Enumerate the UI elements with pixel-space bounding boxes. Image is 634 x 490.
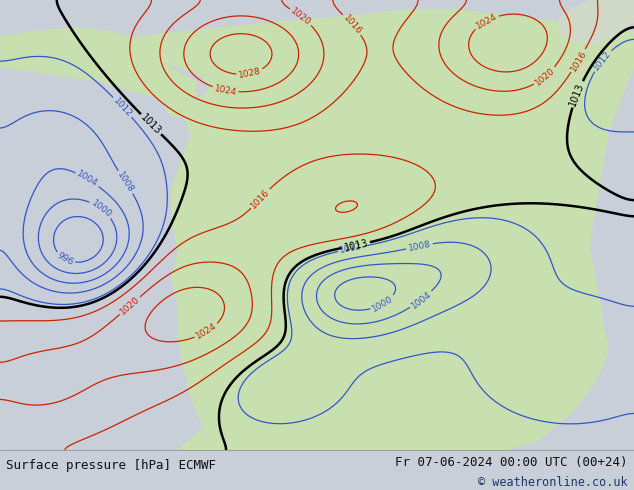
Text: 1012: 1012 [111, 96, 133, 119]
Text: 1016: 1016 [249, 187, 271, 210]
Text: 1013: 1013 [568, 81, 586, 107]
Text: 1013: 1013 [343, 238, 369, 252]
Polygon shape [558, 0, 634, 45]
Text: 1028: 1028 [238, 67, 262, 80]
Text: 1012: 1012 [339, 242, 363, 255]
Text: 1000: 1000 [89, 198, 113, 220]
Text: 1020: 1020 [289, 6, 313, 27]
Text: 1020: 1020 [119, 294, 141, 317]
Text: 996: 996 [55, 251, 75, 267]
Text: 1024: 1024 [474, 12, 498, 30]
Text: 1013: 1013 [139, 112, 163, 136]
Text: 1024: 1024 [195, 322, 219, 341]
Polygon shape [114, 9, 634, 450]
Text: 1016: 1016 [569, 49, 588, 73]
Text: 1012: 1012 [592, 49, 613, 73]
Polygon shape [0, 27, 197, 117]
Text: 1008: 1008 [115, 170, 136, 194]
Text: Fr 07-06-2024 00:00 UTC (00+24): Fr 07-06-2024 00:00 UTC (00+24) [395, 456, 628, 468]
Text: 1016: 1016 [341, 13, 363, 36]
Text: © weatheronline.co.uk: © weatheronline.co.uk [478, 476, 628, 490]
Text: 1004: 1004 [409, 289, 433, 310]
Text: 1020: 1020 [533, 66, 557, 87]
Text: 1008: 1008 [407, 240, 432, 253]
Text: 1000: 1000 [371, 294, 395, 314]
Text: 1024: 1024 [214, 84, 238, 97]
Text: Surface pressure [hPa] ECMWF: Surface pressure [hPa] ECMWF [6, 459, 216, 472]
Text: 1004: 1004 [75, 170, 100, 189]
